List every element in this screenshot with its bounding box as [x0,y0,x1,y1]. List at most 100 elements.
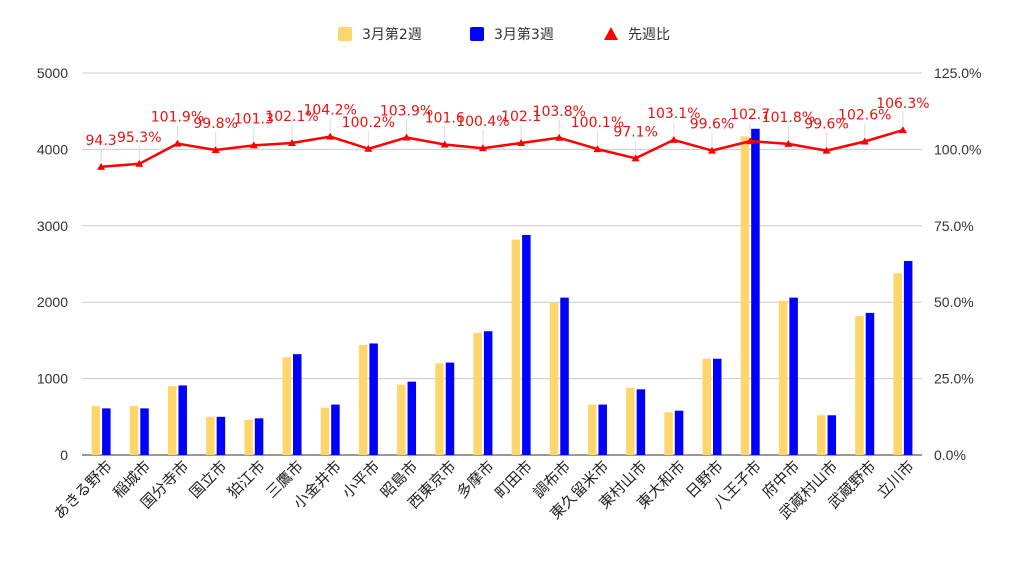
ratio-point [249,141,258,149]
ratio-point [135,159,144,167]
right-axis-tick-label: 100.0% [934,141,981,157]
ratio-point [898,126,907,134]
ratio-point [326,132,335,140]
bar-week3 [598,404,607,455]
bar-week2 [320,407,330,455]
category-label: 小平市 [339,457,384,502]
bar-week2 [511,239,521,455]
ratio-point [555,133,564,141]
ratio-data-label: 102.1% [265,109,318,125]
right-axis-tick-label: 125.0% [934,65,981,81]
bar-week2 [129,406,139,455]
ratio-data-label: 102.6% [838,107,891,123]
legend-swatch [470,27,484,41]
bar-week3 [140,408,149,455]
bar-week2 [167,386,177,455]
ratio-data-label: 104.2% [303,103,356,119]
ratio-point [822,146,831,154]
legend-swatch [338,27,352,41]
ratio-data-label: 106.3% [876,96,929,112]
right-axis-tick-label: 50.0% [934,294,974,310]
category-label: あきる野市 [50,457,116,523]
ratio-data-label: 99.8% [193,116,237,132]
ratio-point [211,146,220,154]
ratio-data-label: 100.2% [342,115,395,131]
bar-week3 [407,381,417,455]
bar-week3 [636,389,646,455]
data-labels: 94.3 95.3%101.9%99.8%101.3102.1%104.2%100… [86,96,930,162]
right-axis: 0.0% 25.0% 50.0% 75.0% 100.0% 125.0% [934,65,981,463]
ratio-point [478,144,487,152]
ratio-data-label: 94.3 [86,133,117,149]
ratio-point [440,140,449,148]
ratio-point [631,154,640,162]
bar-week2 [397,384,406,455]
category-label: 町田市 [491,457,536,502]
ratio-line-path [101,128,904,169]
ratio-point [517,138,526,146]
bar-week3 [102,408,111,455]
ratio-data-label: 99.6% [804,117,848,133]
ratio-point [784,139,793,147]
ratio-data-label: 102.7 [730,107,770,123]
right-axis-tick-label: 25.0% [934,371,974,387]
ratio-data-label: 97.1% [613,124,657,140]
ratio-point [288,138,296,146]
ratio-point [593,145,602,153]
bar-week2 [282,357,291,455]
ratio-data-label: 100.1% [571,115,624,131]
bar-week3 [789,297,798,455]
left-axis-tick-label: 4000 [37,141,68,157]
ratio-point [97,162,106,170]
ratio-point [364,144,373,152]
bar-week2 [435,363,444,455]
bar-week3 [560,297,569,455]
category-label: 立川市 [873,457,918,502]
legend-label: 3月第2週 [362,26,422,43]
bar-week2 [91,406,101,455]
bar-week2 [702,358,711,455]
bar-week3 [674,410,684,455]
ratio-data-label: 101.8% [762,110,815,126]
bar-week3 [903,260,913,455]
bar-week2 [778,300,788,455]
ratio-data-label: 103.9% [380,103,433,119]
bar-week2 [855,315,864,455]
left-axis-tick-label: 2000 [37,294,68,310]
bar-week2 [740,136,750,456]
category-label: 狛江市 [224,457,269,502]
ratio-point [173,139,182,147]
ratio-point [402,133,411,141]
bars [91,128,913,456]
ratio-point [746,137,755,145]
ratio-point [860,137,869,145]
ratio-point [669,135,678,143]
ratio-data-label: 101.3 [234,111,274,127]
bar-week2 [206,416,215,455]
ratio-data-label: 99.6% [690,117,734,133]
ratio-data-label: 95.3% [117,130,161,146]
right-axis-tick-label: 75.0% [934,218,974,234]
bar-week3 [522,234,531,455]
legend-label: 3月第3週 [494,26,554,43]
bar-week3 [751,128,760,455]
category-labels: あきる野市稲城市国分寺市国立市狛江市三鷹市小金井市小平市昭島市西東京市多摩市町田… [50,457,917,523]
ratio-data-label: 101.9% [151,110,204,126]
left-axis-tick-label: 0 [60,447,68,463]
category-label: 多摩市 [453,457,498,502]
bar-week2 [244,419,253,455]
bar-week3 [827,415,837,455]
left-axis-tick-label: 5000 [37,65,68,81]
bar-week2 [626,387,635,455]
bar-week3 [178,385,187,455]
left-axis: 0 1000 2000 3000 4000 5000 [37,65,68,463]
bar-week3 [483,331,493,455]
ratio-point [708,146,716,154]
bar-week3 [865,312,875,455]
category-label: 国立市 [186,457,231,502]
legend-swatch [604,27,618,40]
left-axis-tick-label: 1000 [37,371,68,387]
bar-week3 [445,362,455,455]
right-axis-tick-label: 0.0% [934,447,966,463]
